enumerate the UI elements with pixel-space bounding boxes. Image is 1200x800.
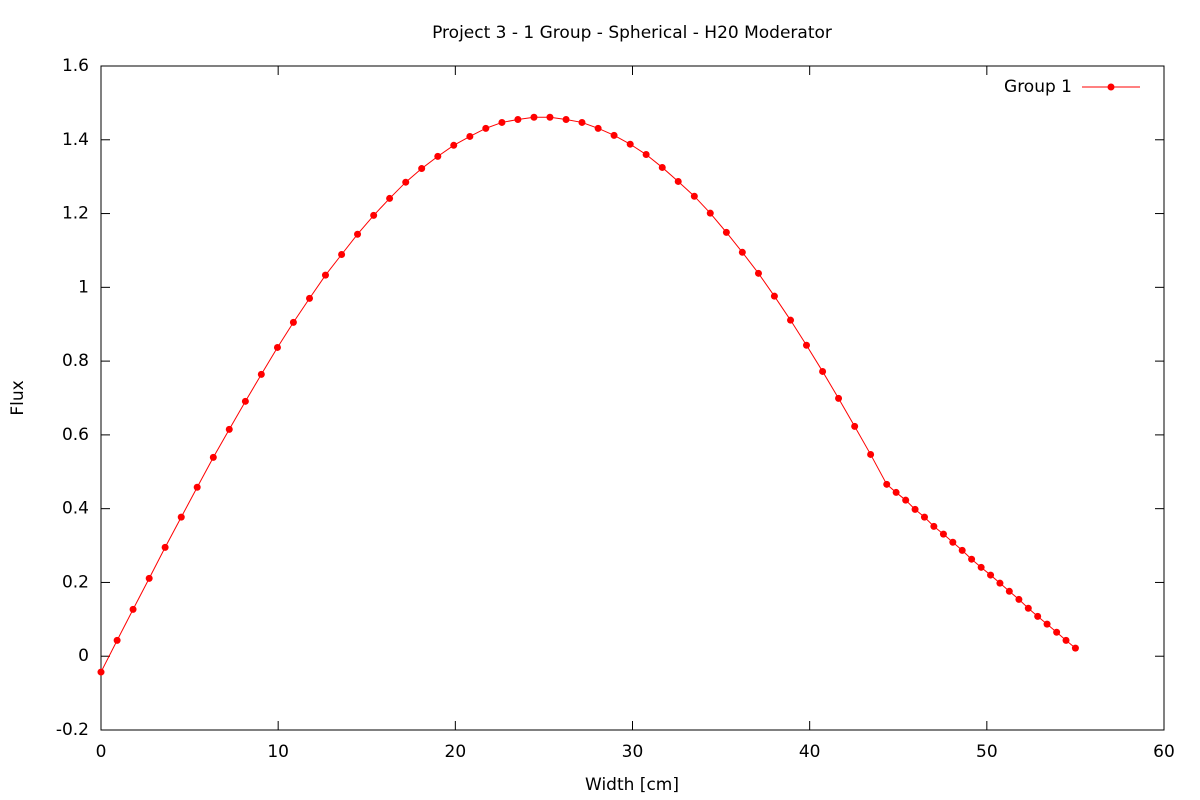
data-point	[706, 209, 714, 217]
data-point	[754, 269, 762, 277]
data-point	[241, 397, 249, 405]
data-point	[930, 522, 938, 530]
data-point	[787, 316, 795, 324]
data-point	[883, 480, 891, 488]
data-point	[1005, 587, 1013, 595]
data-point	[902, 496, 910, 504]
y-tick-label: 0.6	[62, 425, 89, 445]
y-axis-label: Flux	[8, 380, 28, 415]
x-tick-label: 0	[96, 742, 107, 762]
y-tick-label: 1.2	[62, 204, 89, 224]
data-point	[402, 178, 410, 186]
data-point	[626, 140, 634, 148]
data-point	[610, 131, 618, 139]
y-tick-label: 1.4	[62, 130, 89, 150]
data-point	[97, 668, 105, 676]
data-point	[145, 574, 153, 582]
data-point	[802, 341, 810, 349]
x-tick-label: 50	[976, 742, 998, 762]
data-point	[514, 115, 522, 123]
x-tick-label: 60	[1153, 742, 1175, 762]
y-tick-label: 0.2	[62, 572, 89, 592]
data-point	[911, 505, 919, 513]
data-point	[498, 118, 506, 126]
legend-label: Group 1	[1004, 77, 1072, 97]
data-point	[939, 530, 947, 538]
data-point	[434, 152, 442, 160]
x-tick-label: 20	[445, 742, 467, 762]
data-point	[594, 124, 602, 132]
data-point	[321, 271, 329, 279]
data-point	[996, 579, 1004, 587]
y-tick-label: 0	[78, 646, 89, 666]
data-point	[578, 118, 586, 126]
x-tick-label: 40	[799, 742, 821, 762]
data-point	[418, 165, 426, 173]
data-point	[161, 543, 169, 551]
data-point	[530, 113, 538, 121]
data-point	[1053, 628, 1061, 636]
data-point	[722, 228, 730, 236]
data-point	[113, 636, 121, 644]
data-point	[257, 370, 265, 378]
data-point	[851, 422, 859, 430]
data-point	[370, 211, 378, 219]
data-point	[129, 605, 137, 613]
data-point	[354, 230, 362, 238]
x-tick-label: 30	[622, 742, 644, 762]
data-point	[338, 251, 346, 259]
data-point	[949, 538, 957, 546]
data-point	[835, 394, 843, 402]
x-tick-label: 10	[267, 742, 289, 762]
y-tick-label: -0.2	[56, 720, 89, 740]
data-point	[1015, 595, 1023, 603]
data-point	[482, 124, 490, 132]
data-point	[1043, 620, 1051, 628]
data-point	[819, 367, 827, 375]
data-point	[1071, 644, 1079, 652]
series-line	[100, 116, 1076, 673]
x-axis-label: Width [cm]	[585, 775, 679, 795]
data-point	[867, 450, 875, 458]
data-point	[770, 292, 778, 300]
data-point	[690, 192, 698, 200]
data-point	[225, 425, 233, 433]
y-tick-label: 0.4	[62, 499, 89, 519]
data-point	[958, 546, 966, 554]
data-point	[1024, 604, 1032, 612]
data-point	[306, 294, 314, 302]
data-point	[1034, 612, 1042, 620]
data-point	[386, 194, 394, 202]
data-point	[1062, 636, 1070, 644]
y-tick-label: 0.8	[62, 351, 89, 371]
chart-title: Project 3 - 1 Group - Spherical - H20 Mo…	[432, 23, 832, 43]
legend-marker	[1107, 83, 1115, 91]
data-point	[892, 488, 900, 496]
data-point	[193, 483, 201, 491]
data-point	[177, 513, 185, 521]
data-point	[546, 113, 554, 121]
data-point	[968, 555, 976, 563]
data-point	[273, 343, 281, 351]
data-point	[209, 453, 217, 461]
data-point	[738, 248, 746, 256]
data-point	[658, 163, 666, 171]
data-point	[466, 132, 474, 140]
data-point	[920, 513, 928, 521]
data-point	[289, 318, 297, 326]
data-point	[450, 141, 458, 149]
data-point	[642, 151, 650, 159]
data-point	[977, 563, 985, 571]
data-point	[987, 571, 995, 579]
y-tick-label: 1	[78, 277, 89, 297]
plot-border	[100, 65, 1165, 731]
data-point	[674, 177, 682, 185]
data-point	[562, 115, 570, 123]
y-tick-label: 1.6	[62, 56, 89, 76]
